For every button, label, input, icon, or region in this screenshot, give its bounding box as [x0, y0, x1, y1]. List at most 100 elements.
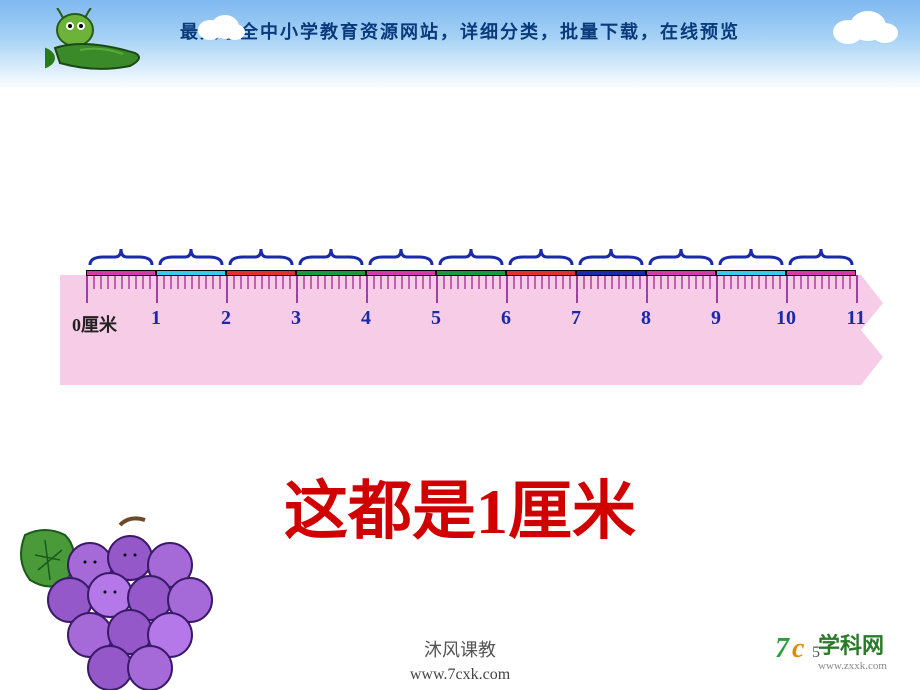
- tick-minor: [198, 275, 200, 289]
- tick-minor: [415, 275, 417, 289]
- tick-minor: [527, 275, 529, 289]
- tick-minor: [100, 275, 102, 289]
- tick-minor: [128, 275, 130, 289]
- ruler-number: 9: [711, 307, 721, 330]
- tick-minor: [268, 275, 270, 289]
- tick-minor: [849, 275, 851, 289]
- tick-minor: [338, 275, 340, 289]
- unit-segment: [156, 270, 226, 276]
- tick-minor: [114, 275, 116, 289]
- tick-minor: [184, 275, 186, 289]
- tick-minor: [387, 275, 389, 289]
- tick-minor: [303, 275, 305, 289]
- tick-minor: [688, 275, 690, 289]
- tick-major: [226, 275, 228, 303]
- tick-minor: [450, 275, 452, 289]
- tick-major: [366, 275, 368, 303]
- ruler-number: 3: [291, 307, 301, 330]
- tick-minor: [212, 275, 214, 289]
- brace-icon: [86, 243, 156, 269]
- tick-major: [716, 275, 718, 303]
- unit-segment: [366, 270, 436, 276]
- tick-minor: [814, 275, 816, 289]
- unit-segment: [436, 270, 506, 276]
- tick-minor: [618, 275, 620, 289]
- tick-minor: [219, 275, 221, 289]
- tick-minor: [457, 275, 459, 289]
- tick-minor: [352, 275, 354, 289]
- unit-segment: [86, 270, 156, 276]
- unit-segment: [576, 270, 646, 276]
- tick-minor: [667, 275, 669, 289]
- tick-major: [156, 275, 158, 303]
- tick-major: [646, 275, 648, 303]
- tick-minor: [534, 275, 536, 289]
- tick-major: [436, 275, 438, 303]
- tick-minor: [807, 275, 809, 289]
- ruler-number: 7: [571, 307, 581, 330]
- tick-minor: [289, 275, 291, 289]
- tick-minor: [674, 275, 676, 289]
- tick-minor: [499, 275, 501, 289]
- tick-minor: [758, 275, 760, 289]
- tick-major: [296, 275, 298, 303]
- tick-minor: [681, 275, 683, 289]
- unit-segment: [296, 270, 366, 276]
- tick-major: [86, 275, 88, 303]
- site-logo: 7 c 学科网 www.zxxk.com: [770, 625, 900, 680]
- tick-minor: [261, 275, 263, 289]
- tick-minor: [541, 275, 543, 289]
- tick-minor: [310, 275, 312, 289]
- tick-minor: [240, 275, 242, 289]
- tick-minor: [345, 275, 347, 289]
- tick-minor: [331, 275, 333, 289]
- tick-minor: [464, 275, 466, 289]
- ruler-number: 5: [431, 307, 441, 330]
- tick-minor: [205, 275, 207, 289]
- ruler-number: 2: [221, 307, 231, 330]
- tick-minor: [380, 275, 382, 289]
- tick-minor: [709, 275, 711, 289]
- tick-minor: [835, 275, 837, 289]
- tick-minor: [485, 275, 487, 289]
- tick-major: [786, 275, 788, 303]
- ruler-number: 4: [361, 307, 371, 330]
- ruler-number: 1: [151, 307, 161, 330]
- tick-minor: [317, 275, 319, 289]
- tick-minor: [772, 275, 774, 289]
- brace-icon: [436, 243, 506, 269]
- tick-minor: [632, 275, 634, 289]
- tick-minor: [625, 275, 627, 289]
- unit-segment: [646, 270, 716, 276]
- ruler-number: 6: [501, 307, 511, 330]
- logo-text: 学科网: [818, 633, 884, 658]
- snail-icon: [45, 8, 165, 78]
- tick-minor: [408, 275, 410, 289]
- tick-minor: [779, 275, 781, 289]
- tick-minor: [639, 275, 641, 289]
- tick-minor: [702, 275, 704, 289]
- brace-icon: [786, 243, 856, 269]
- svg-text:c: c: [792, 633, 805, 664]
- brace-icon: [366, 243, 436, 269]
- tick-minor: [247, 275, 249, 289]
- tick-minor: [660, 275, 662, 289]
- tick-minor: [163, 275, 165, 289]
- tick-minor: [177, 275, 179, 289]
- tick-minor: [604, 275, 606, 289]
- tick-minor: [842, 275, 844, 289]
- ruler-labels: 1234567891011: [60, 307, 890, 337]
- tick-minor: [170, 275, 172, 289]
- ruler: 1234567891011 0厘米: [60, 255, 890, 385]
- tick-minor: [611, 275, 613, 289]
- tick-minor: [828, 275, 830, 289]
- unit-segment: [226, 270, 296, 276]
- cloud-icon: [195, 12, 245, 42]
- tick-minor: [737, 275, 739, 289]
- tick-minor: [478, 275, 480, 289]
- ruler-number: 8: [641, 307, 651, 330]
- tick-minor: [282, 275, 284, 289]
- tick-minor: [471, 275, 473, 289]
- tick-major: [506, 275, 508, 303]
- tick-minor: [730, 275, 732, 289]
